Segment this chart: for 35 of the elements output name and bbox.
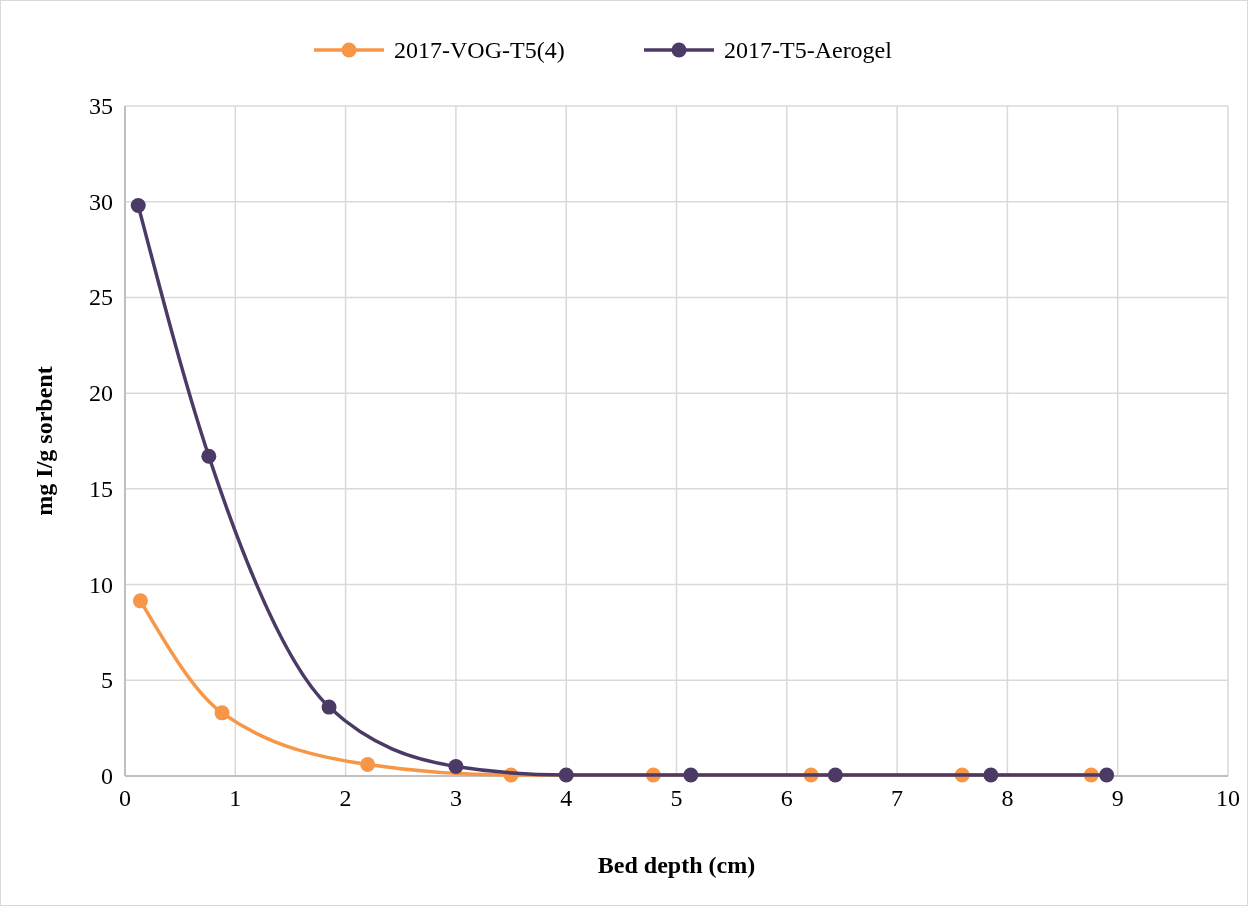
- point: [130, 198, 146, 214]
- x-tick-label: 10: [1216, 785, 1240, 811]
- x-tick-label: 8: [1001, 785, 1014, 811]
- y-tick-label: 15: [89, 475, 113, 502]
- y-tick-label: 20: [89, 380, 113, 407]
- y-tick-label: 35: [89, 93, 113, 119]
- point: [201, 448, 217, 464]
- point: [683, 767, 699, 783]
- point: [321, 699, 337, 715]
- point: [558, 767, 574, 783]
- point: [1099, 767, 1115, 783]
- x-axis-title: Bed depth (cm): [597, 852, 756, 878]
- point: [132, 593, 148, 609]
- x-tick-label: 2: [339, 785, 352, 811]
- x-tick-label: 3: [449, 785, 462, 811]
- point: [448, 758, 464, 774]
- point: [983, 767, 999, 783]
- point: [360, 757, 376, 773]
- y-tick-label: 0: [101, 763, 113, 789]
- x-tick-label: 4: [560, 785, 573, 811]
- y-axis-title: mg I/g sorbent: [31, 366, 57, 516]
- x-tick-label: 6: [780, 785, 793, 811]
- y-tick-label: 10: [89, 571, 113, 598]
- x-tick-label: 9: [1111, 785, 1124, 811]
- x-tick-label: 1: [229, 785, 242, 811]
- x-tick-label: 0: [119, 785, 131, 811]
- legend-label: 2017-T5-Aerogel: [724, 37, 893, 63]
- x-tick-label: 7: [891, 785, 904, 811]
- y-tick-label: 5: [101, 667, 113, 694]
- y-tick-label: 30: [89, 188, 113, 215]
- legend-label: 2017-VOG-T5(4): [394, 37, 565, 63]
- point: [827, 767, 843, 783]
- y-tick-label: 25: [89, 284, 113, 311]
- x-tick-label: 5: [670, 785, 683, 811]
- point: [214, 705, 230, 721]
